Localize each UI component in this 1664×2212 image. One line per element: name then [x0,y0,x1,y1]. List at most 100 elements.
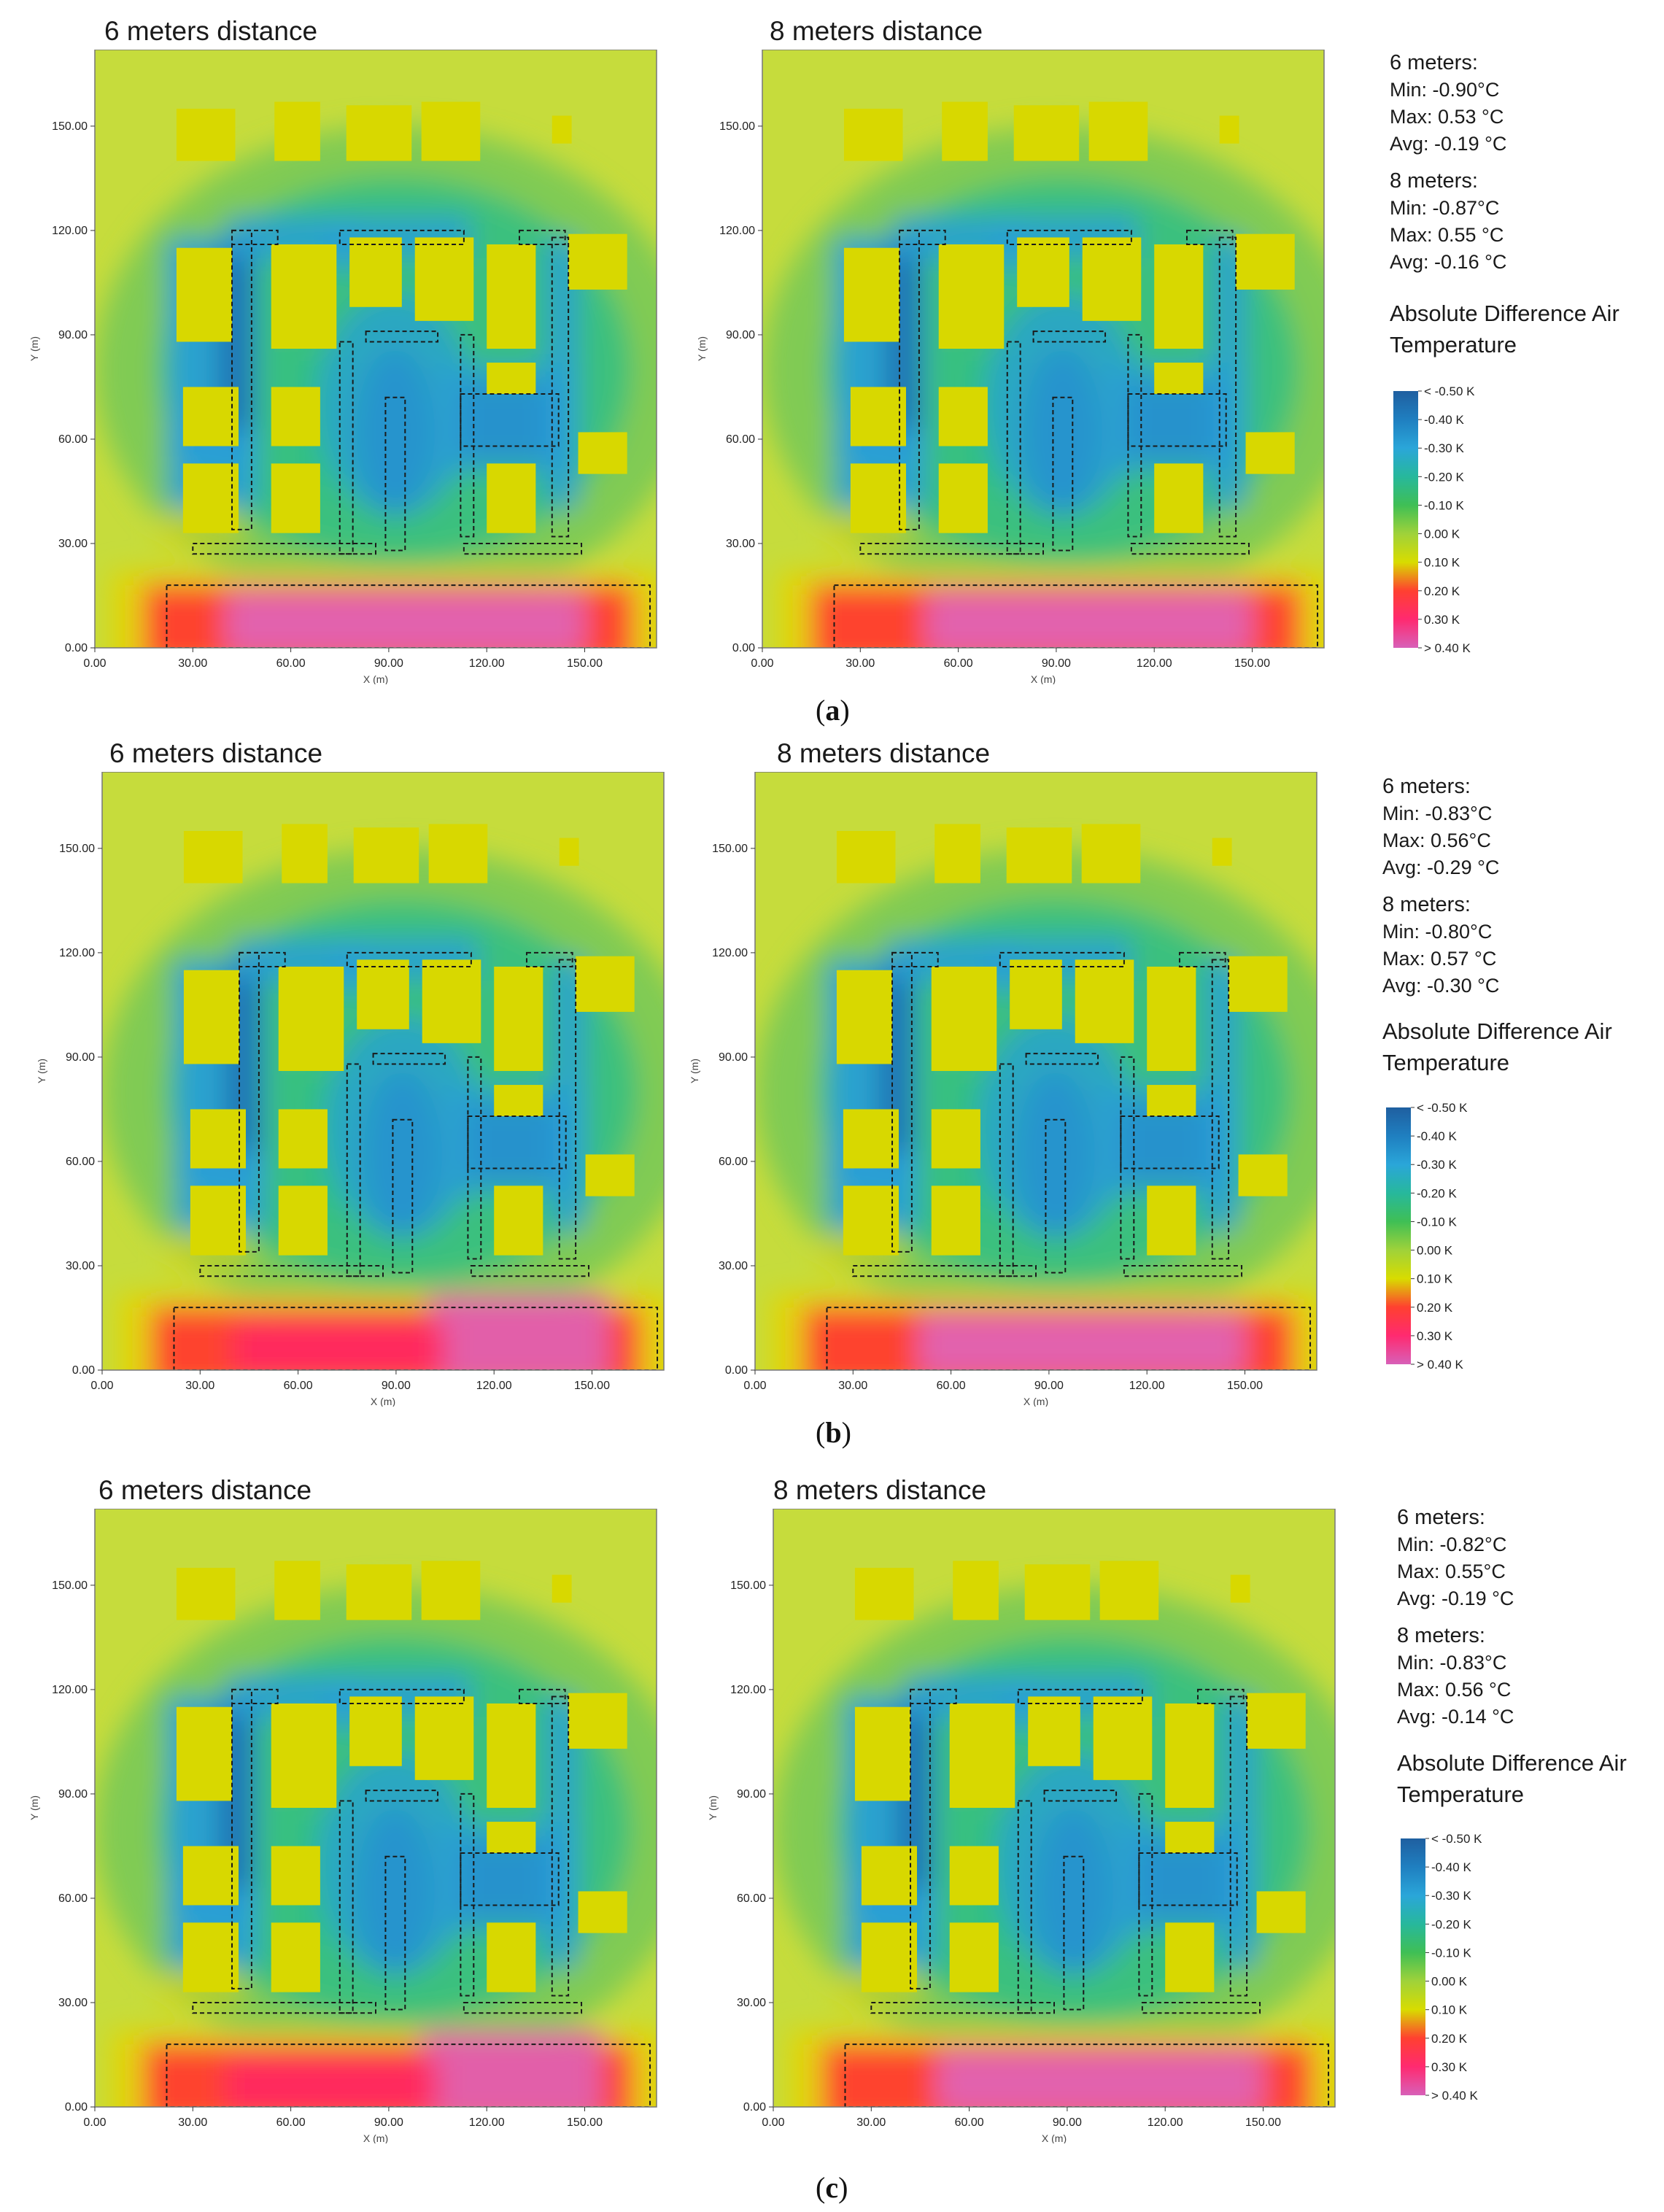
building [274,1561,320,1620]
building [949,1703,1015,1808]
stats-max: Max: 0.56 °C [1397,1679,1512,1701]
field-gradients [95,1585,657,2107]
stats-group-6m: 6 meters: Min: -0.82°C Max: 0.55°C Avg: … [1397,1504,1514,1612]
field-gradients [773,1585,1335,2107]
building [1147,966,1196,1071]
dashed-outline [1025,1053,1099,1065]
building [346,105,412,161]
dashed-outline [365,1790,439,1802]
x-tick-label: 120.00 [469,657,505,670]
building [861,1922,917,1992]
building [934,824,980,883]
x-tick-label: 60.00 [276,657,306,670]
building [182,463,239,533]
y-tick-label: 150.00 [52,120,88,133]
y-tick-label: 120.00 [719,225,755,237]
dashed-outline [1017,1800,1032,2014]
building [271,244,337,349]
dashed-outline [1120,1115,1220,1169]
dashed-outline [338,1800,354,2014]
cool-pool-center-halo [995,1752,1153,1975]
building [428,824,488,883]
field-gradients [95,125,657,648]
dashed-outline [1043,1790,1118,1802]
dashed-outline [910,1688,957,1704]
building [494,966,543,1071]
stats-heading: 8 meters: [1382,893,1471,916]
stats-group-8m: 8 meters: Min: -0.83°C Max: 0.56 °C Avg:… [1397,1623,1514,1730]
stats-heading: 6 meters: [1382,775,1471,798]
dashed-outline [231,1688,279,1704]
figure-label-b: (b) [816,1416,851,1449]
dashed-outline [1123,1264,1243,1277]
dashed-outline [1045,1118,1067,1274]
x-tick-label: 0.00 [751,657,773,670]
colorbar-label: -0.40 K [1417,1129,1457,1143]
figure-row-a: 6 meters distance 0.00 30.00 60.00 90.00 120… [0,0,1664,727]
x-tick-label: 90.00 [374,2116,403,2129]
map-field [762,50,1324,648]
colorbar-label: 0.30 K [1417,1329,1453,1343]
dashed-outline [463,542,583,555]
building [1013,105,1080,161]
stats-max: Max: 0.53 °C [1390,106,1504,128]
building-layer [836,824,1288,1256]
building [190,1186,246,1256]
stats-avg: Avg: -0.30 °C [1382,975,1500,997]
colorbar-label: < -0.50 K [1431,1833,1482,1846]
building [843,1109,899,1169]
stats-avg: Avg: -0.14 °C [1397,1706,1514,1728]
stats-max: Max: 0.55°C [1397,1561,1506,1582]
x-tick-label: 90.00 [1053,2116,1082,2129]
hot-core [225,592,585,648]
stats-group-6m: 6 meters: Min: -0.90°C Max: 0.53 °C Avg:… [1390,50,1506,158]
x-tick-label: 0.00 [83,657,106,670]
y-tick-label: 150.00 [730,1579,766,1592]
dashed-outline [338,341,354,555]
building [190,1109,246,1169]
building [576,956,635,1012]
x-tick-label: 90.00 [1042,657,1071,670]
y-axis-label: Y (m) [28,1795,40,1820]
dashed-outline [1127,392,1227,447]
x-tick-label: 150.00 [1227,1380,1263,1392]
building [1238,1154,1288,1196]
stats-max: Max: 0.56°C [1382,830,1491,851]
dashed-outline [372,1053,446,1065]
building-layer [843,101,1295,533]
dashed-outline [384,396,406,552]
colorbar-label: 0.20 K [1431,2032,1468,2046]
stats-heading: 6 meters: [1390,51,1478,74]
building [949,1922,999,1992]
dashed-outline [166,2043,651,2107]
y-tick-label: 120.00 [712,947,748,959]
x-tick-label: 90.00 [374,657,403,670]
colorbar-label: > 0.40 K [1431,2089,1478,2103]
y-axis-label: Y (m) [36,1059,47,1083]
building [1230,1574,1250,1603]
dashed-outline [859,542,1044,555]
dashed-outline [844,2043,1330,2107]
y-tick-label: 90.00 [58,1788,88,1801]
building [349,1696,402,1766]
building [349,237,402,307]
dashed-outline [525,951,573,967]
building [1081,824,1141,883]
map-field [95,50,657,648]
stats-group-8m: 8 meters: Min: -0.87°C Max: 0.55 °C Avg:… [1390,168,1506,276]
x-axis-label: X (m) [363,2132,388,2143]
building [271,1703,337,1808]
dashed-outline [384,1855,406,2011]
legend-title-line2: Temperature [1382,1050,1510,1075]
building [568,233,627,290]
x-tick-label: 0.00 [743,1380,766,1392]
building [176,247,233,342]
map-svg: 0.00 30.00 60.00 90.00 120.00 150.00 0.00 30.00… [696,50,1325,684]
dashed-outline [518,229,566,245]
panel-title-a-left: 6 meters distance [104,16,318,46]
building [1075,959,1134,1043]
legend-title-line1: Absolute Difference Air [1397,1750,1627,1776]
colorbar-label: < -0.50 K [1417,1102,1468,1115]
dashed-outline [1052,396,1074,552]
building [487,1703,536,1808]
